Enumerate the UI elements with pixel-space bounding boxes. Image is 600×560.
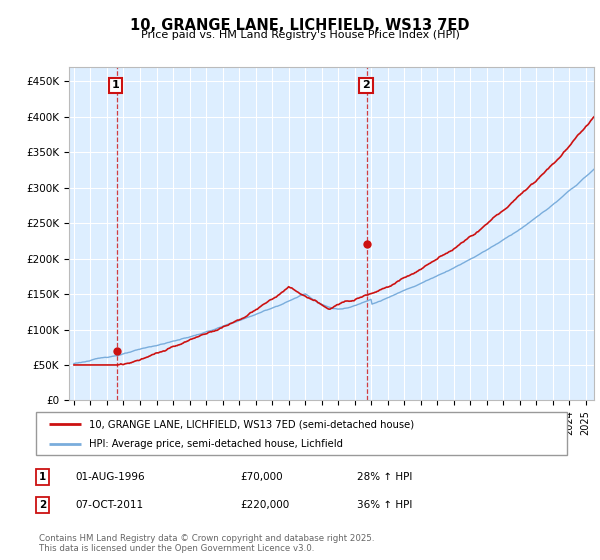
Text: 07-OCT-2011: 07-OCT-2011 (75, 500, 143, 510)
Text: 36% ↑ HPI: 36% ↑ HPI (357, 500, 412, 510)
Text: 1: 1 (112, 81, 119, 91)
Text: £70,000: £70,000 (240, 472, 283, 482)
Text: 10, GRANGE LANE, LICHFIELD, WS13 7ED: 10, GRANGE LANE, LICHFIELD, WS13 7ED (130, 18, 470, 33)
Text: £220,000: £220,000 (240, 500, 289, 510)
Text: 10, GRANGE LANE, LICHFIELD, WS13 7ED (semi-detached house): 10, GRANGE LANE, LICHFIELD, WS13 7ED (se… (89, 419, 414, 429)
Text: 1: 1 (39, 472, 46, 482)
Text: 2: 2 (39, 500, 46, 510)
Text: Price paid vs. HM Land Registry's House Price Index (HPI): Price paid vs. HM Land Registry's House … (140, 30, 460, 40)
Text: 01-AUG-1996: 01-AUG-1996 (75, 472, 145, 482)
Text: 2: 2 (362, 81, 370, 91)
Text: HPI: Average price, semi-detached house, Lichfield: HPI: Average price, semi-detached house,… (89, 438, 343, 449)
Text: 28% ↑ HPI: 28% ↑ HPI (357, 472, 412, 482)
FancyBboxPatch shape (36, 412, 567, 455)
Text: Contains HM Land Registry data © Crown copyright and database right 2025.
This d: Contains HM Land Registry data © Crown c… (39, 534, 374, 553)
